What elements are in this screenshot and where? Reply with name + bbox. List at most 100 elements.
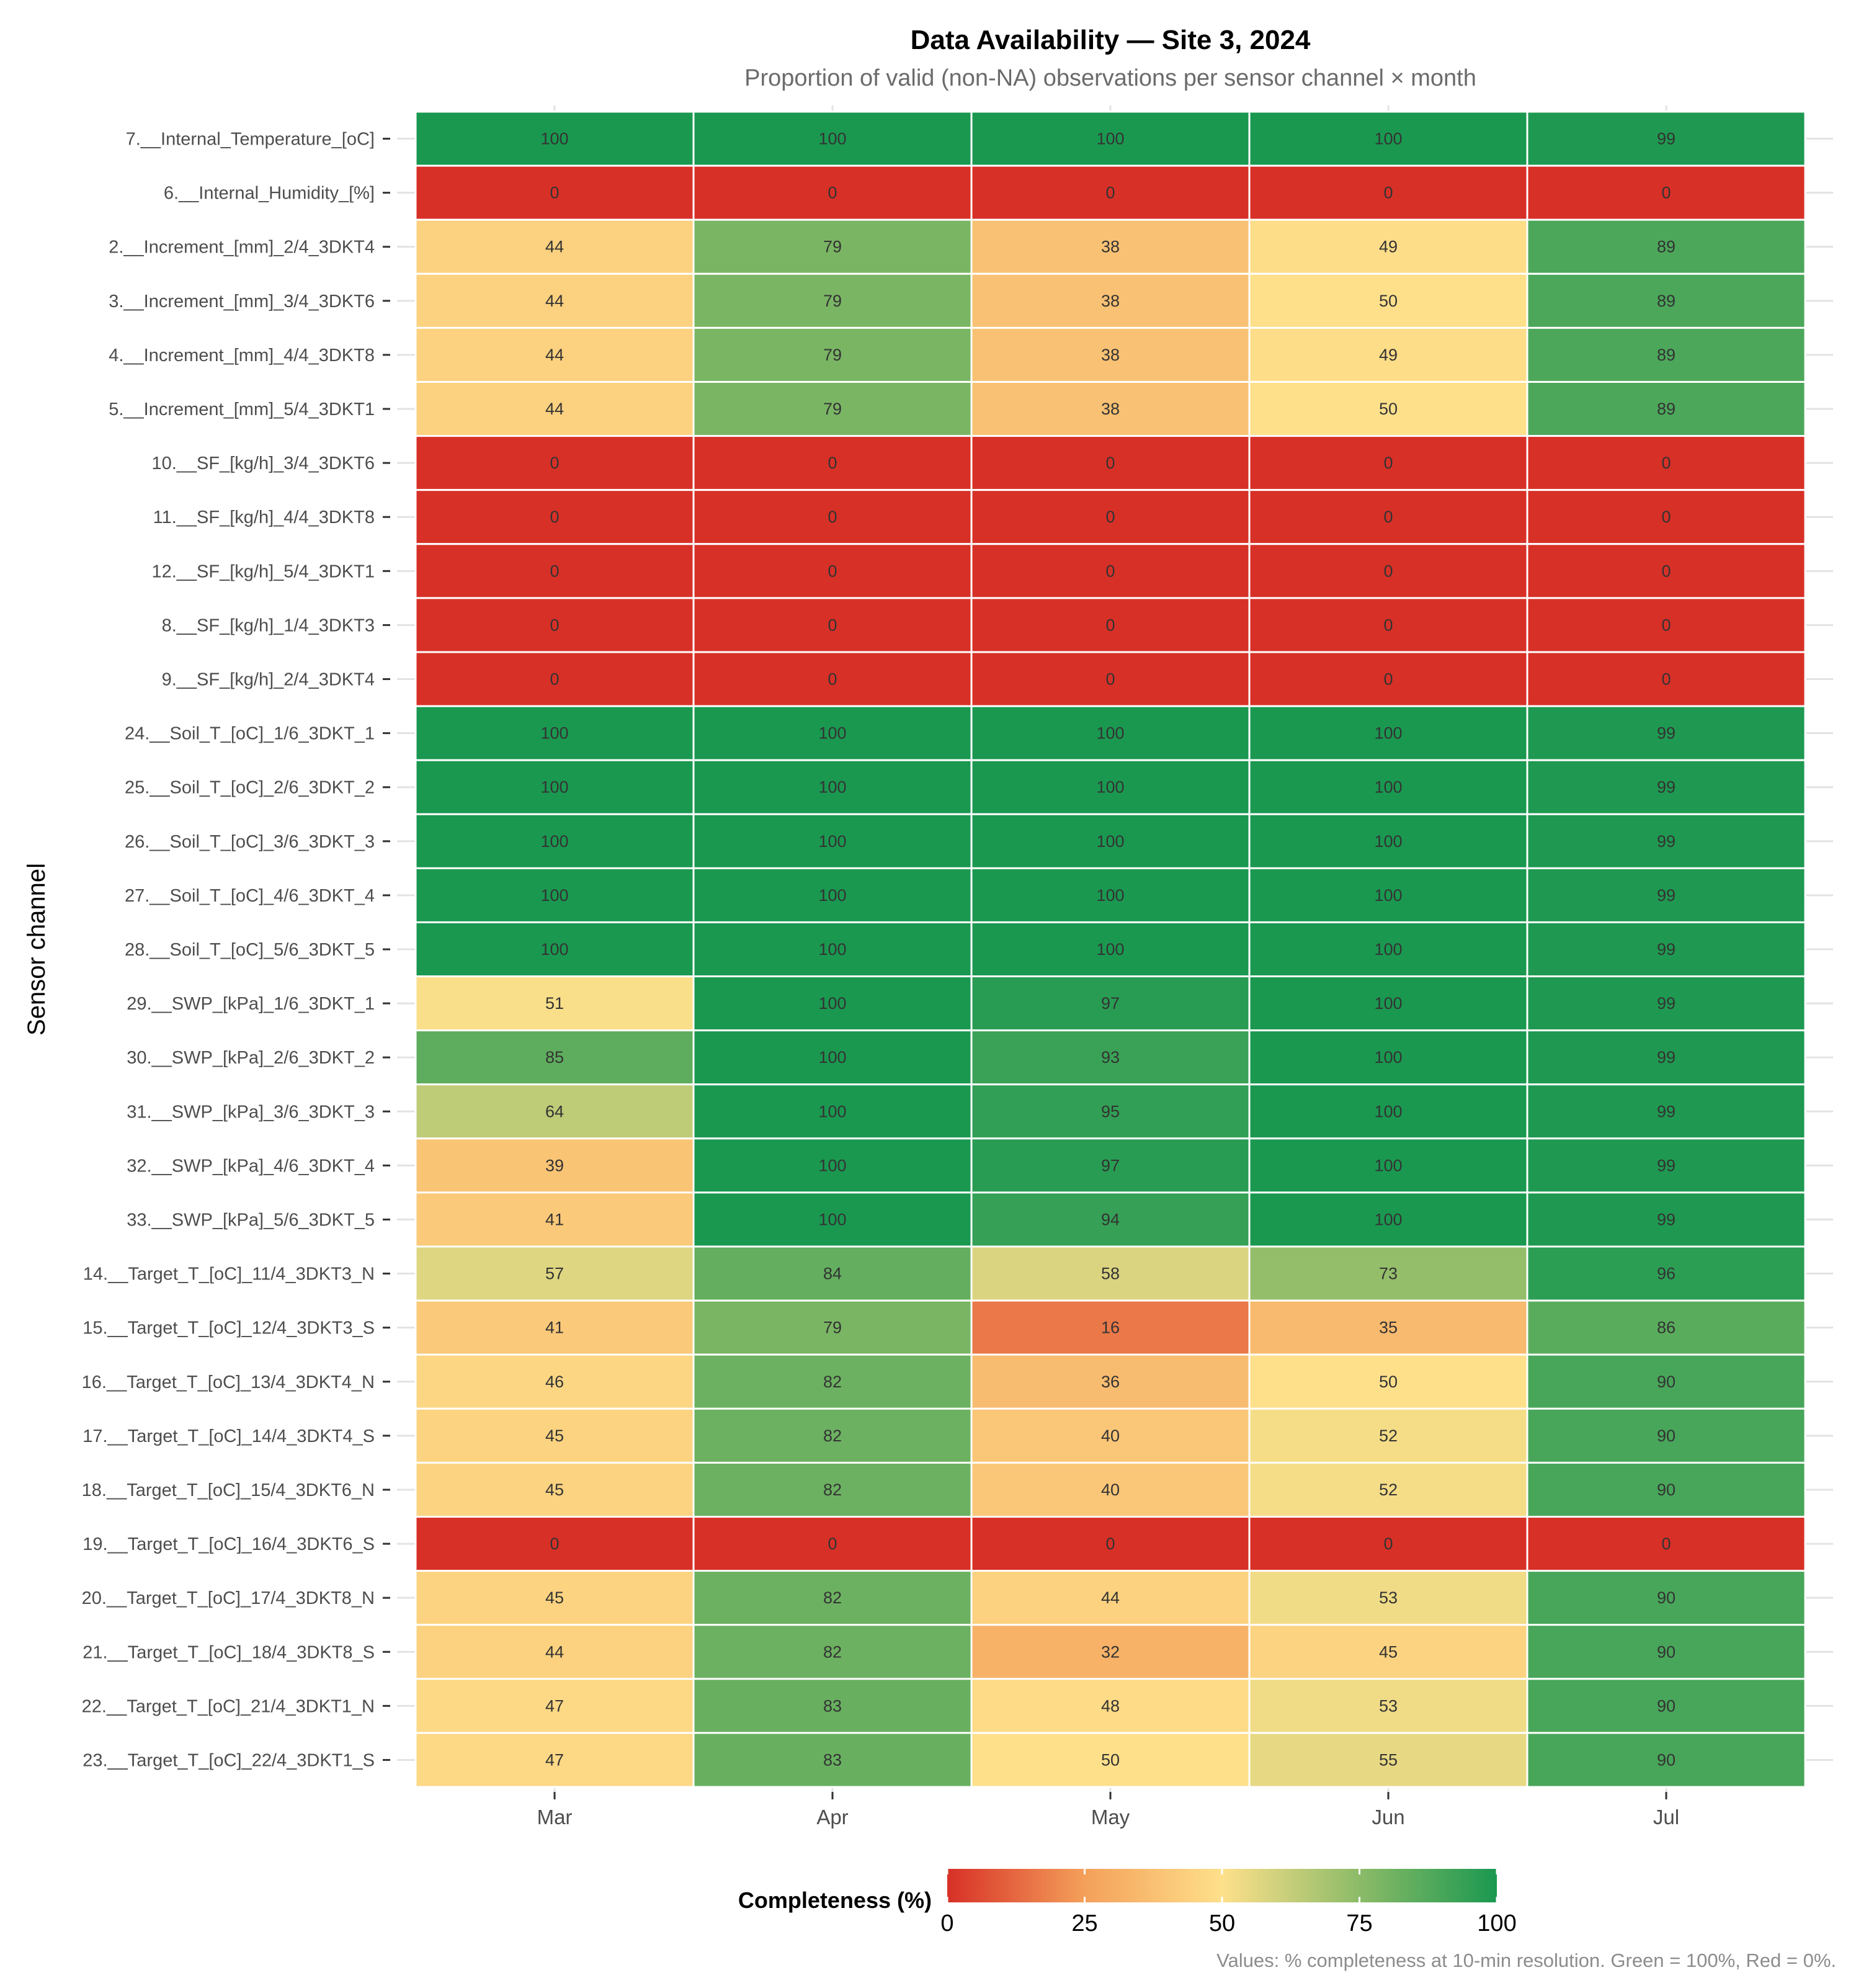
cell-value-label: 45 — [545, 1480, 564, 1499]
cell-value-label: 84 — [823, 1265, 842, 1283]
heatmap-cell — [970, 651, 1251, 707]
cell-value-label: 0 — [550, 616, 559, 634]
cell-value-label: 0 — [1383, 508, 1393, 526]
cell-value-label: 100 — [1374, 778, 1402, 797]
y-tick-label: 11.__SF_[kg/h]_4/4_3DKT8 — [153, 508, 375, 527]
heatmap-cell — [1248, 1083, 1529, 1140]
cell-value-label: 58 — [1101, 1265, 1120, 1283]
heatmap-cell — [970, 1678, 1251, 1734]
y-tick-label: 18.__Target_T_[oC]_15/4_3DKT6_N — [82, 1480, 375, 1500]
heatmap-cell — [970, 272, 1251, 329]
heatmap-cell — [1526, 1624, 1806, 1680]
cell-value-label: 93 — [1101, 1048, 1120, 1067]
cell-value-label: 45 — [1379, 1642, 1398, 1661]
cell-value-label: 0 — [828, 454, 837, 472]
heatmap-cell — [1526, 1678, 1806, 1734]
heatmap-cell — [970, 1624, 1251, 1680]
y-tick-label: 17.__Target_T_[oC]_14/4_3DKT4_S — [83, 1426, 375, 1446]
y-tick-label: 5.__Increment_[mm]_5/4_3DKT1 — [109, 400, 375, 419]
cell-value-label: 89 — [1657, 346, 1676, 364]
x-tick-label: Apr — [816, 1806, 848, 1829]
cell-value-label: 100 — [1374, 1210, 1402, 1229]
heatmap-cell — [1526, 489, 1806, 545]
cell-value-label: 0 — [1105, 508, 1115, 526]
x-axis-ticks: Mar Apr May Jun Jul — [537, 1792, 1679, 1829]
cell-value-label: 46 — [545, 1372, 564, 1391]
cell-value-label: 79 — [823, 292, 842, 310]
cell-value-label: 47 — [545, 1696, 564, 1715]
cell-value-label: 100 — [1096, 130, 1124, 148]
cell-value-label: 100 — [540, 832, 568, 851]
cell-value-label: 48 — [1101, 1696, 1120, 1715]
x-tick-label: May — [1091, 1806, 1130, 1829]
heatmap-cell — [970, 1732, 1251, 1788]
y-tick-label: 24.__Soil_T_[oC]_1/6_3DKT_1 — [125, 724, 375, 744]
cell-value-label: 0 — [1383, 454, 1393, 472]
cell-value-label: 0 — [1661, 508, 1671, 526]
y-tick-label: 12.__SF_[kg/h]_5/4_3DKT1 — [151, 562, 375, 581]
y-tick-label: 30.__SWP_[kPa]_2/6_3DKT_2 — [127, 1048, 375, 1068]
cell-value-label: 100 — [1374, 832, 1402, 851]
heatmap-cell — [1248, 1461, 1529, 1518]
cell-value-label: 100 — [818, 130, 846, 148]
cell-value-label: 73 — [1379, 1265, 1398, 1283]
heatmap-cell — [1526, 867, 1806, 923]
heatmap-cell — [692, 1245, 973, 1302]
cell-value-label: 0 — [1105, 1534, 1115, 1553]
cell-value-label: 0 — [550, 670, 559, 689]
heatmap-cell — [1248, 597, 1529, 653]
cell-value-label: 100 — [818, 1156, 846, 1175]
cell-value-label: 82 — [823, 1642, 842, 1661]
heatmap-cell — [970, 218, 1251, 275]
heatmap-cell — [970, 110, 1251, 167]
heatmap-cell — [414, 164, 695, 221]
cell-value-label: 44 — [1101, 1588, 1120, 1607]
heatmap-cell — [692, 218, 973, 275]
cell-value-label: 0 — [1661, 1534, 1671, 1553]
cell-value-label: 0 — [1105, 562, 1115, 580]
y-tick-label: 19.__Target_T_[oC]_16/4_3DKT6_S — [83, 1534, 375, 1554]
cell-value-label: 83 — [823, 1696, 842, 1715]
heatmap-cell — [970, 435, 1251, 491]
heatmap-cell — [692, 1570, 973, 1626]
heatmap-cell — [1526, 705, 1806, 761]
cell-value-label: 0 — [828, 562, 837, 580]
cell-value-label: 100 — [1096, 886, 1124, 905]
cell-value-label: 0 — [1383, 184, 1393, 202]
cell-value-label: 99 — [1657, 994, 1676, 1013]
heatmap-cell — [1526, 1083, 1806, 1140]
heatmap-cell — [692, 1083, 973, 1140]
cell-value-label: 100 — [540, 724, 568, 743]
cell-value-label: 50 — [1379, 400, 1398, 418]
cell-value-label: 82 — [823, 1588, 842, 1607]
cell-value-label: 55 — [1379, 1750, 1398, 1769]
y-tick-label: 6.__Internal_Humidity_[%] — [164, 184, 375, 204]
heatmap-cell — [1526, 1461, 1806, 1518]
heatmap-cell — [1248, 1299, 1529, 1356]
heatmap-cell — [692, 164, 973, 221]
cell-value-label: 64 — [545, 1102, 564, 1121]
y-tick-label: 8.__SF_[kg/h]_1/4_3DKT3 — [162, 616, 375, 635]
legend-title: Completeness (%) — [738, 1887, 932, 1913]
cell-value-label: 0 — [1105, 454, 1115, 472]
heatmap-cell — [1526, 975, 1806, 1032]
heatmap-cell — [1526, 1570, 1806, 1626]
cell-value-label: 90 — [1657, 1750, 1676, 1769]
cell-value-label: 38 — [1101, 238, 1120, 256]
heatmap-cell — [1248, 1732, 1529, 1788]
heatmap-cell — [1526, 651, 1806, 707]
heatmap-cell — [970, 921, 1251, 978]
legend-tick-label: 100 — [1477, 1910, 1516, 1937]
y-tick-label: 20.__Target_T_[oC]_17/4_3DKT8_N — [82, 1588, 375, 1608]
cell-value-label: 0 — [828, 1534, 837, 1553]
heatmap-cell — [1526, 813, 1806, 869]
cell-value-label: 0 — [1661, 616, 1671, 634]
heatmap-cells — [414, 110, 1806, 1788]
cell-value-label: 97 — [1101, 1156, 1120, 1175]
y-tick-label: 29.__SWP_[kPa]_1/6_3DKT_1 — [127, 994, 375, 1014]
y-tick-label: 2.__Increment_[mm]_2/4_3DKT4 — [109, 238, 375, 257]
y-tick-label: 10.__SF_[kg/h]_3/4_3DKT6 — [151, 454, 375, 473]
cell-value-label: 53 — [1379, 1696, 1398, 1715]
cell-value-label: 0 — [1661, 184, 1671, 202]
heatmap-cell — [970, 1029, 1251, 1086]
